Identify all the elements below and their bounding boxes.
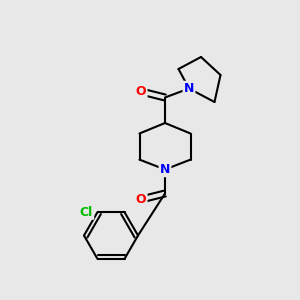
Text: O: O	[136, 85, 146, 98]
Text: N: N	[160, 163, 170, 176]
Text: O: O	[136, 193, 146, 206]
Text: N: N	[184, 82, 194, 95]
Text: Cl: Cl	[80, 206, 93, 219]
